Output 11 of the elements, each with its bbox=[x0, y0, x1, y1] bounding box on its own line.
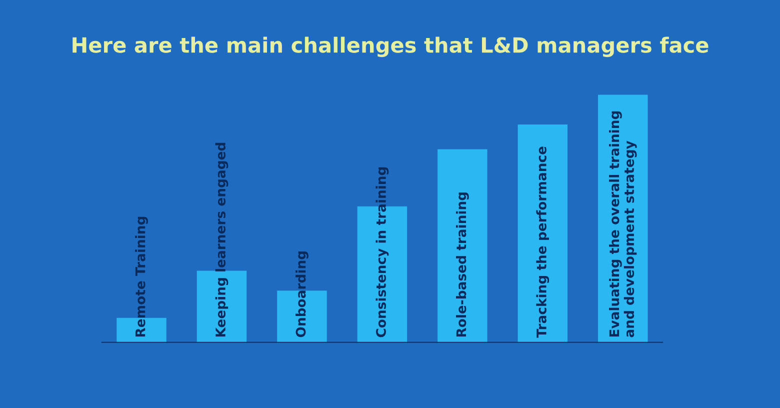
bar bbox=[518, 124, 568, 343]
x-tick-label: Role-based training bbox=[456, 192, 469, 337]
x-tick-label: Onboarding bbox=[296, 252, 308, 338]
chart-title: Here are the main challenges that L&D managers face bbox=[72, 36, 708, 58]
x-tick-label: Keeping learners engaged bbox=[215, 142, 228, 337]
bar bbox=[438, 149, 488, 343]
x-tick-label: Evaluating the overall training and development strategy bbox=[609, 111, 637, 338]
bar bbox=[196, 270, 247, 343]
x-tick-label: Remote Training bbox=[135, 216, 148, 337]
x-tick-label: Consistency in training bbox=[376, 167, 389, 338]
x-tick-label: Tracking the performance bbox=[536, 146, 550, 338]
